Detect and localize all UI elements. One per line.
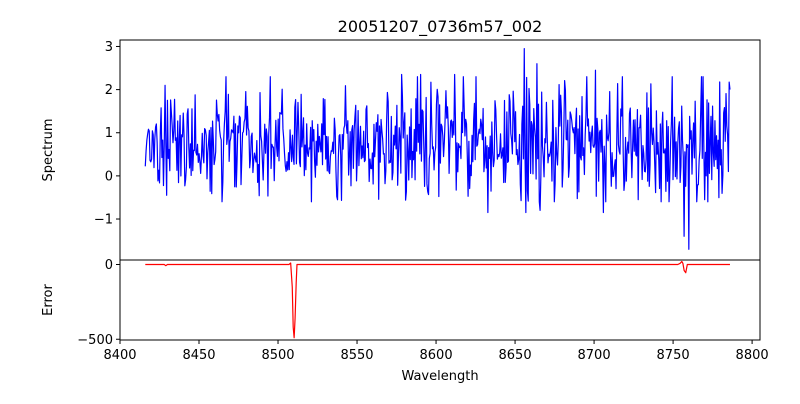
error-panel-frame [119, 259, 761, 341]
x-tick-label: 8400 [103, 348, 136, 363]
spectrum-y-ticks: −1 0 1 2 3 [94, 40, 120, 228]
error-y-ticks: 0 −500 [77, 258, 120, 348]
error-y-label: Error [41, 284, 56, 316]
spectrum-y-tick-label: 1 [105, 126, 113, 141]
error-y-tick-label: 0 [105, 258, 113, 273]
x-tick-label: 8700 [578, 348, 611, 363]
x-tick-label: 8550 [340, 348, 373, 363]
x-tick-label: 8500 [261, 348, 294, 363]
x-tick-label: 8750 [657, 348, 690, 363]
x-tick-label: 8450 [182, 348, 215, 363]
spectrum-y-tick-label: 2 [105, 83, 113, 98]
spectrum-y-tick-label: 0 [105, 169, 113, 184]
x-tick-label: 8600 [420, 348, 453, 363]
spectrum-y-label: Spectrum [41, 119, 56, 182]
error-series-line [145, 260, 730, 339]
spectrum-series-line [144, 48, 731, 250]
x-tick-label: 8650 [499, 348, 532, 363]
error-plot-area [145, 260, 730, 339]
error-y-tick-label: −500 [77, 333, 113, 348]
x-tick-label: 8800 [736, 348, 769, 363]
spectrum-plot-area [144, 48, 731, 250]
x-axis-ticks: 8400 8450 8500 8550 8600 8650 8700 8750 8800 [103, 340, 769, 363]
spectrum-y-tick-label: −1 [94, 213, 113, 228]
chart-title: 20051207_0736m57_002 [338, 17, 543, 37]
x-axis-label: Wavelength [401, 369, 478, 384]
spectrum-y-tick-label: 3 [105, 40, 113, 55]
